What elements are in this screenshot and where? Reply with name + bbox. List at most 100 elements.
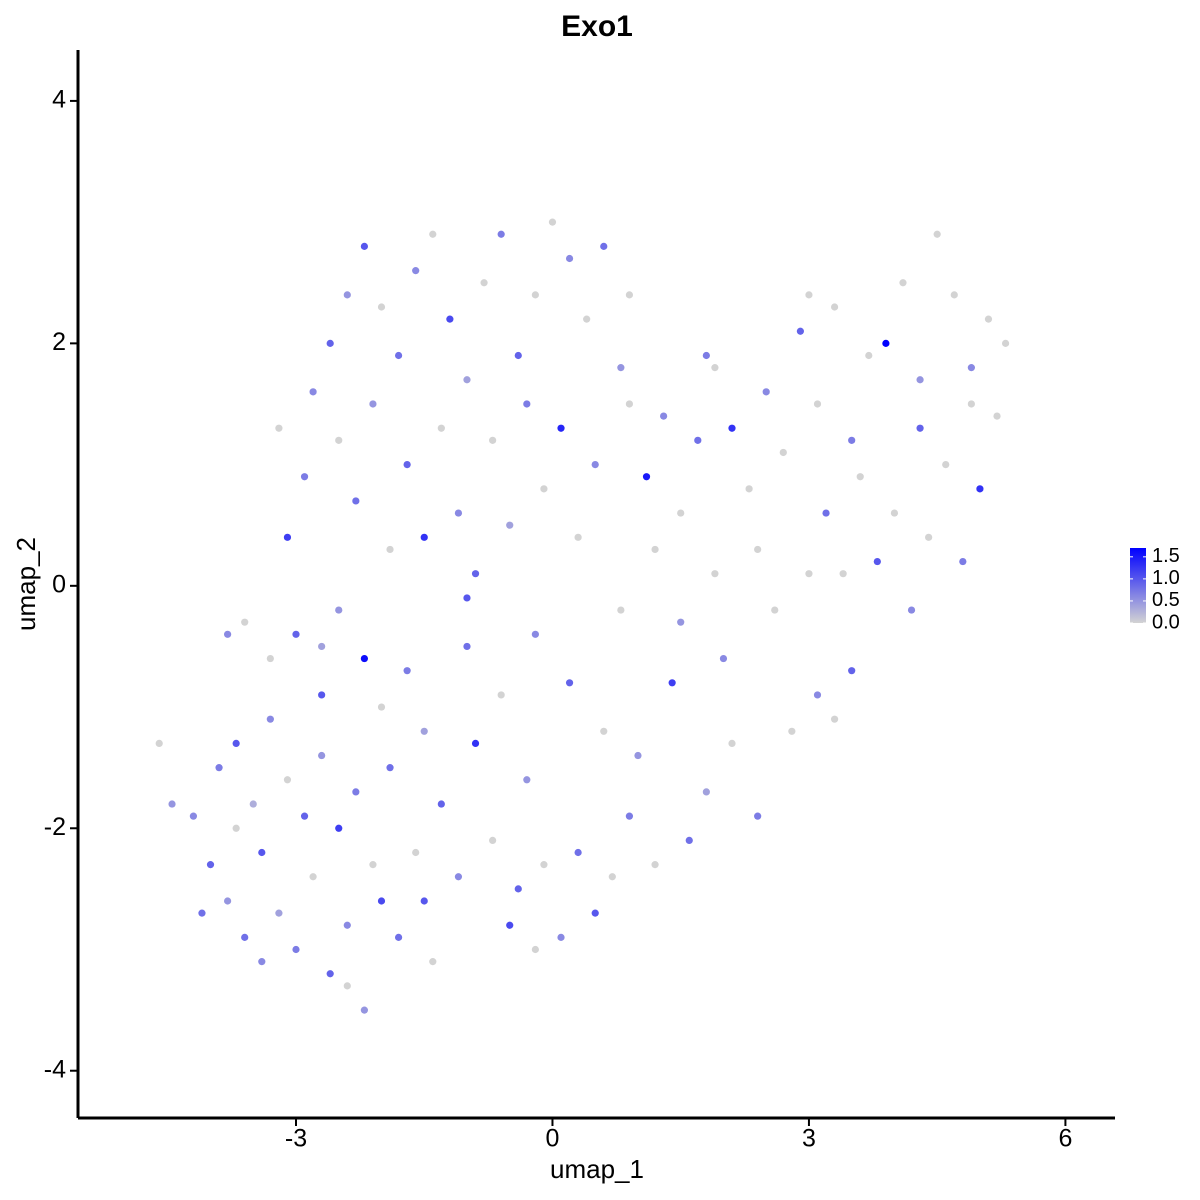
cell-point: [480, 279, 488, 287]
cell-point: [155, 739, 163, 748]
cell-point: [677, 618, 685, 626]
y-tick-label: 4: [52, 86, 66, 114]
cell-point: [326, 339, 334, 347]
cell-point: [309, 388, 317, 396]
colorbar-label: 1.0: [1152, 567, 1180, 589]
cell-point: [377, 303, 386, 311]
cell-point: [420, 897, 428, 905]
cell-point: [369, 400, 377, 408]
cell-point: [531, 945, 539, 954]
cell-point: [865, 351, 873, 360]
cell-point: [471, 570, 480, 578]
cell-point: [420, 533, 428, 541]
cell-point: [557, 424, 565, 432]
cell-point: [446, 315, 454, 323]
cell-point: [275, 909, 283, 917]
cell-point: [412, 848, 420, 857]
cell-point: [745, 485, 753, 493]
cell-point: [625, 291, 634, 299]
cell-point: [651, 545, 659, 554]
cell-point: [822, 509, 830, 517]
cell-point: [916, 424, 924, 432]
cell-point: [625, 400, 634, 408]
cell-point: [471, 739, 480, 748]
cell-point: [1001, 339, 1010, 347]
cell-point: [634, 751, 642, 760]
cell-point: [574, 848, 582, 857]
cell-point: [830, 715, 839, 723]
colorbar-label: 0.0: [1152, 611, 1180, 633]
cell-point: [830, 303, 839, 311]
cell-point: [335, 824, 343, 832]
cell-point: [565, 679, 574, 687]
cell-point: [412, 267, 420, 275]
cell-point: [394, 351, 403, 360]
cell-point: [565, 254, 574, 263]
chart-title: Exo1: [561, 10, 633, 43]
cell-point: [617, 606, 625, 614]
cell-point: [514, 885, 522, 893]
cell-point: [343, 291, 351, 299]
y-tick-label: 2: [52, 328, 66, 356]
cell-point: [779, 448, 787, 457]
cell-point: [335, 436, 343, 444]
cell-point: [848, 436, 856, 444]
cell-point: [548, 218, 557, 226]
cell-point: [497, 691, 505, 699]
cell-point: [531, 630, 539, 638]
cell-point: [523, 400, 531, 408]
cell-point: [489, 836, 497, 844]
cell-point: [813, 691, 822, 699]
cell-point: [967, 400, 975, 408]
x-tick-label: 0: [546, 1125, 560, 1153]
cell-point: [420, 727, 428, 735]
cell-point: [523, 776, 531, 784]
cell-point: [677, 509, 685, 517]
colorbar-label: 1.5: [1152, 545, 1180, 567]
cell-point: [805, 570, 813, 578]
cell-point: [352, 497, 360, 505]
cell-point: [728, 424, 736, 432]
cell-point: [258, 848, 266, 857]
cell-point: [813, 400, 822, 408]
cell-point: [796, 327, 804, 335]
cell-point: [386, 545, 394, 554]
cell-point: [642, 473, 651, 481]
cell-point: [685, 836, 693, 844]
cell-point: [514, 351, 522, 360]
cell-point: [925, 533, 933, 541]
cell-point: [258, 958, 266, 966]
cell-point: [437, 424, 445, 432]
cell-point: [805, 291, 813, 299]
cell-point: [771, 606, 779, 614]
cell-point: [848, 667, 856, 675]
cell-point: [369, 861, 377, 869]
cell-point: [318, 642, 326, 651]
cell-point: [788, 727, 796, 735]
cell-point: [719, 654, 728, 663]
cell-point: [976, 485, 984, 493]
cell-point: [403, 667, 411, 675]
cell-point: [386, 764, 394, 772]
cell-point: [933, 230, 941, 238]
cell-point: [300, 812, 309, 820]
cell-point: [890, 509, 899, 517]
y-tick-label: -4: [44, 1055, 66, 1083]
cell-point: [668, 679, 676, 687]
cell-point: [224, 897, 232, 905]
cell-point: [232, 739, 240, 748]
cell-point: [754, 812, 762, 820]
x-axis-title: umap_1: [550, 1154, 644, 1184]
x-tick-label: -3: [285, 1125, 307, 1153]
cell-point: [189, 812, 198, 820]
cell-point: [463, 594, 471, 602]
cell-point: [283, 533, 292, 541]
cell-point: [394, 933, 403, 941]
cell-point: [591, 460, 599, 469]
cell-point: [984, 315, 993, 323]
cell-point: [583, 315, 591, 323]
cell-point: [292, 945, 300, 954]
cell-point: [497, 230, 505, 238]
cell-point: [437, 800, 445, 808]
cell-point: [343, 921, 351, 929]
